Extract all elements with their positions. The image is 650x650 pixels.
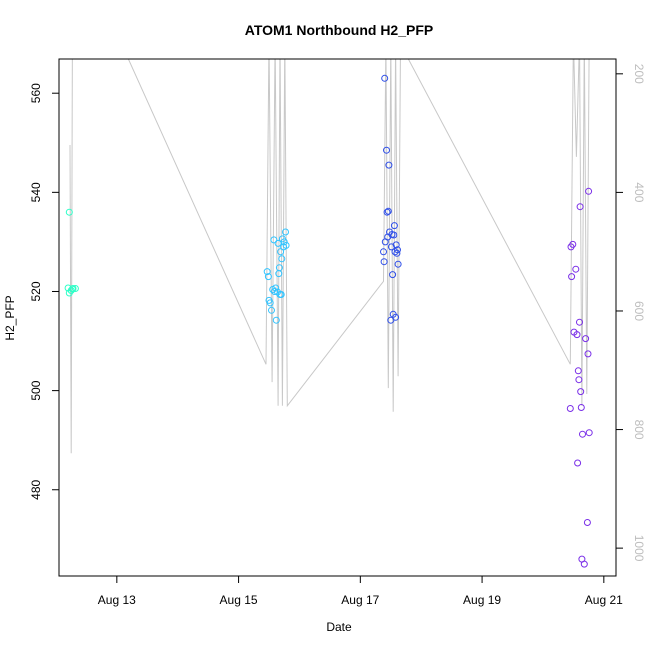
- data-point: [585, 187, 593, 195]
- data-point: [278, 255, 286, 263]
- data-point: [392, 313, 400, 321]
- data-point: [68, 285, 76, 293]
- data-point: [383, 146, 390, 154]
- data-point: [277, 291, 285, 298]
- data-point: [383, 208, 391, 216]
- data-point: [268, 306, 275, 314]
- x-tick-label: Aug 21: [585, 593, 623, 607]
- data-point: [380, 248, 387, 256]
- y2-tick-label: 600: [632, 301, 646, 321]
- y-tick-label: 520: [29, 281, 43, 301]
- data-point: [65, 208, 73, 216]
- data-point: [272, 316, 280, 324]
- data-point: [380, 258, 388, 266]
- data-point: [576, 203, 584, 211]
- data-point: [577, 404, 585, 411]
- x-tick-label: Aug 17: [341, 593, 379, 607]
- y-tick-label: 560: [29, 83, 43, 103]
- data-point: [574, 367, 582, 375]
- data-point: [393, 249, 401, 257]
- y-tick-label: 480: [29, 479, 43, 499]
- plot-frame: [58, 58, 617, 577]
- data-point: [270, 236, 278, 244]
- x-tick-label: Aug 15: [220, 593, 258, 607]
- data-point: [579, 430, 586, 438]
- data-point: [266, 299, 274, 307]
- data-point: [385, 161, 393, 169]
- y-tick-label: 500: [29, 380, 43, 400]
- data-point: [392, 241, 400, 249]
- data-point: [381, 74, 389, 82]
- y2-tick-label: 800: [632, 420, 646, 440]
- data-point: [390, 231, 398, 239]
- data-point: [584, 350, 592, 358]
- data-point: [271, 288, 278, 295]
- data-point: [582, 335, 590, 343]
- data-point: [282, 228, 289, 236]
- data-point: [389, 271, 397, 279]
- data-point: [263, 268, 271, 276]
- chart-title: ATOM1 Northbound H2_PFP: [245, 22, 433, 38]
- data-point: [585, 429, 593, 437]
- data-point: [275, 264, 283, 272]
- data-point: [282, 241, 290, 249]
- secondary-series-layer: [69, 59, 590, 454]
- data-point: [575, 376, 583, 384]
- data-point: [569, 240, 577, 248]
- y-axis-label: H2_PFP: [3, 295, 17, 340]
- y-tick-label: 540: [29, 182, 43, 202]
- data-point: [583, 519, 591, 526]
- x-tick-label: Aug 13: [98, 593, 136, 607]
- data-point: [577, 388, 585, 396]
- x-tick-label: Aug 19: [463, 593, 501, 607]
- y2-tick-label: 1000: [632, 535, 646, 562]
- axes-layer: Aug 13 Aug 15 Aug 17 Aug 19 Aug 21 480 500 520 5…: [29, 64, 646, 607]
- data-point: [264, 273, 272, 281]
- secondary-series-line: [69, 59, 590, 454]
- data-point: [277, 248, 285, 256]
- y2-tick-label: 200: [632, 64, 646, 84]
- data-points-layer: [64, 74, 593, 568]
- data-point: [572, 265, 580, 273]
- data-point: [272, 284, 280, 292]
- x-axis-label: Date: [326, 620, 352, 634]
- data-point: [390, 222, 398, 230]
- data-point: [568, 273, 576, 281]
- data-point: [580, 560, 588, 568]
- data-point: [566, 405, 574, 412]
- data-point: [384, 207, 392, 215]
- data-point: [280, 238, 288, 246]
- data-point: [574, 459, 582, 467]
- data-point: [71, 285, 79, 292]
- data-point: [576, 318, 583, 326]
- data-point: [573, 331, 581, 339]
- data-point: [394, 246, 401, 254]
- data-point: [394, 260, 402, 268]
- y2-tick-label: 400: [632, 182, 646, 202]
